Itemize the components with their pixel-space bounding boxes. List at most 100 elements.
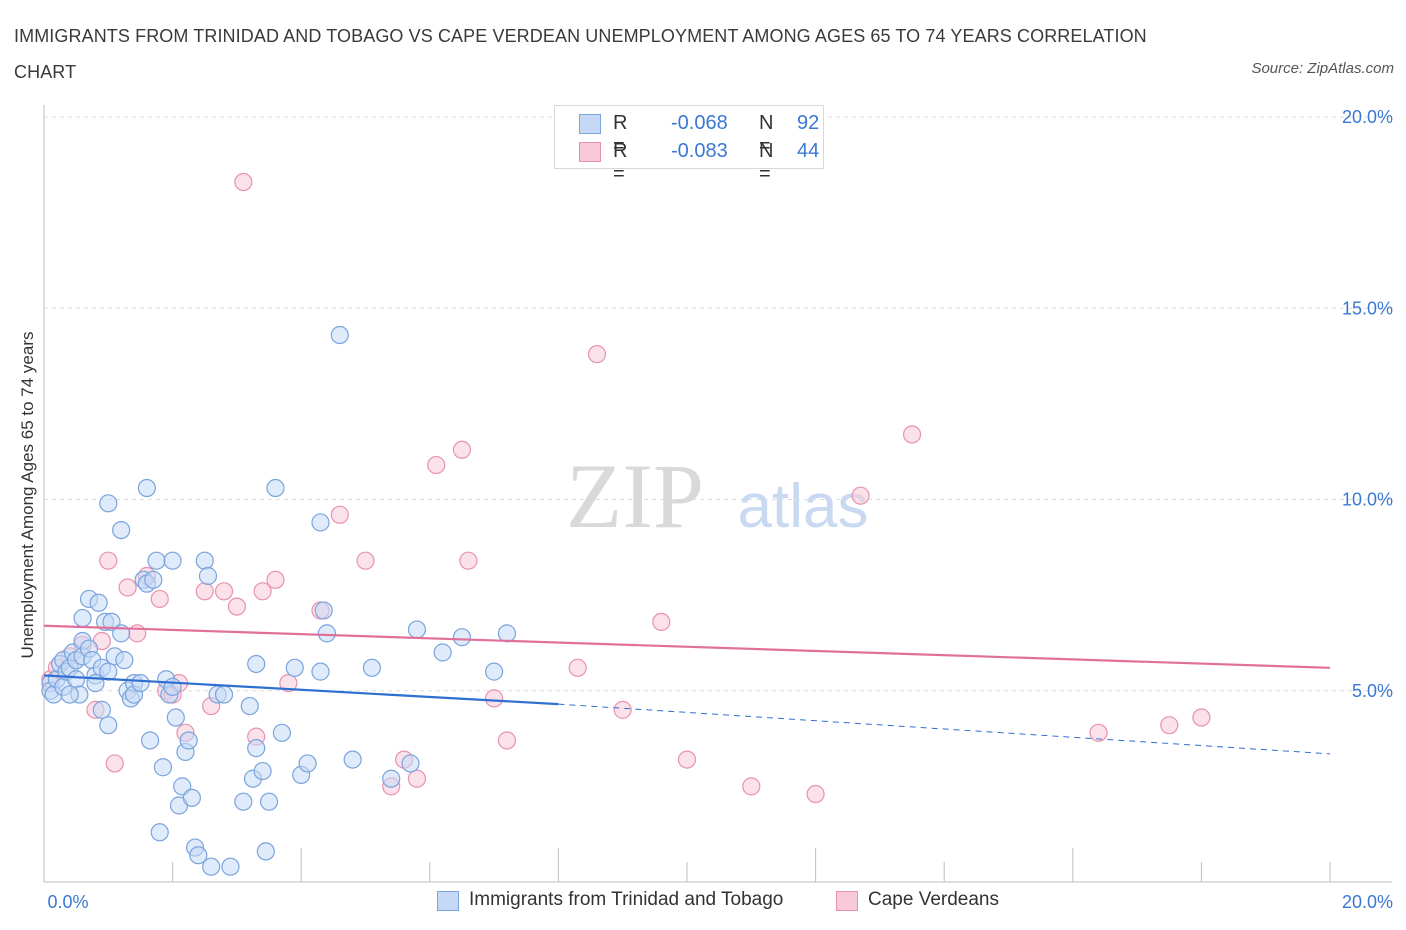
cape-verdean-point bbox=[452, 440, 472, 459]
cape-verdean-point bbox=[1192, 708, 1211, 727]
tick-label-layer: 5.0% 10.0% 15.0% 20.0% 0.0% 20.0% bbox=[47, 107, 1393, 912]
cape-verdean-point bbox=[497, 731, 517, 750]
trinidad-point bbox=[247, 739, 266, 758]
cape-verdean-point bbox=[459, 551, 478, 570]
trinidad-point bbox=[382, 769, 401, 788]
trinidad-point bbox=[298, 754, 317, 773]
trinidad-point bbox=[247, 654, 266, 674]
trinidad-point bbox=[314, 601, 333, 620]
watermark-atlas: atlas bbox=[738, 472, 869, 541]
n-label: N = bbox=[759, 140, 774, 185]
cape-verdean-point bbox=[99, 551, 118, 570]
points-layer bbox=[41, 172, 1211, 876]
grid-layer bbox=[44, 116, 1392, 692]
trinidad-point bbox=[240, 696, 259, 716]
trinidad-point bbox=[179, 731, 198, 750]
trinidad-point bbox=[253, 761, 272, 781]
trinidad-point bbox=[166, 708, 185, 727]
cape-verdean-point bbox=[613, 700, 632, 719]
cape-verdean-point bbox=[677, 750, 697, 769]
trinidad-point bbox=[140, 731, 160, 750]
trinidad-point bbox=[189, 846, 208, 865]
cape-verdean-point bbox=[195, 582, 214, 601]
trinidad-point bbox=[330, 325, 349, 345]
cape-verdean-point bbox=[587, 345, 607, 364]
trinidad-point bbox=[407, 620, 427, 639]
trinidad-point bbox=[214, 685, 234, 704]
y-tick-label: 15.0% bbox=[1342, 298, 1393, 318]
trinidad-point bbox=[195, 551, 214, 570]
blue-swatch bbox=[579, 114, 601, 134]
cape-verdean-point bbox=[105, 754, 124, 773]
trinidad-point bbox=[163, 677, 182, 697]
n-value: 44 bbox=[797, 140, 820, 162]
cape-verdean-point bbox=[227, 597, 246, 616]
cape-verdean-point bbox=[214, 582, 234, 601]
trend-layer bbox=[43, 624, 1331, 755]
y-tick-label: 10.0% bbox=[1342, 490, 1393, 510]
trinidad-point bbox=[163, 551, 182, 570]
cape-verdean-point bbox=[128, 624, 147, 643]
legend-label: Immigrants from Trinidad and Tobago bbox=[469, 889, 784, 910]
x-tick-label: 20.0% bbox=[1342, 892, 1393, 912]
x-tick-label: 0.0% bbox=[47, 892, 88, 912]
trinidad-point bbox=[144, 570, 163, 589]
trinidad-point bbox=[452, 628, 472, 647]
cape-verdean-point bbox=[902, 425, 922, 444]
chart-title: IMMIGRANTS FROM TRINIDAD AND TOBAGO VS C… bbox=[14, 26, 1147, 82]
trinidad-point bbox=[285, 658, 304, 677]
cape-verdean-point bbox=[652, 612, 671, 632]
trinidad-point bbox=[137, 478, 156, 498]
cape-verdean-point bbox=[330, 505, 349, 524]
trinidad-point bbox=[73, 608, 92, 628]
trinidad-point bbox=[89, 593, 108, 612]
r-label: R = bbox=[613, 112, 628, 157]
blue-legend-swatch bbox=[437, 891, 459, 911]
watermark-zip: ZIP bbox=[566, 445, 704, 547]
trinidad-point bbox=[311, 662, 330, 681]
cape-verdean-point bbox=[1089, 723, 1108, 742]
trinidad-point bbox=[256, 842, 275, 861]
trinidad-point bbox=[362, 658, 382, 677]
pink-swatch bbox=[579, 142, 601, 162]
y-axis-label: Unemployment Among Ages 65 to 74 years bbox=[18, 331, 37, 659]
trinidad-point bbox=[259, 792, 279, 811]
trinidad-trend-extension bbox=[558, 703, 1331, 755]
cape-verdean-point bbox=[485, 689, 504, 708]
cape-verdean-point bbox=[279, 673, 298, 693]
trinidad-point bbox=[272, 723, 292, 742]
trinidad-point bbox=[317, 624, 337, 643]
trinidad-point bbox=[198, 566, 218, 586]
cape-verdean-point bbox=[253, 582, 272, 601]
pink-legend-swatch bbox=[836, 891, 858, 911]
stats-legend: R = -0.068 N = 92 R = -0.083 N = 44 bbox=[554, 105, 824, 185]
trinidad-point bbox=[147, 551, 166, 570]
cape-verdean-point bbox=[150, 589, 169, 609]
cape-verdean-point bbox=[407, 769, 427, 788]
trinidad-point bbox=[60, 685, 79, 704]
trinidad-point bbox=[311, 513, 330, 532]
r-label: R = bbox=[613, 140, 628, 185]
trinidad-point bbox=[182, 788, 201, 807]
watermark: ZIP atlas bbox=[566, 445, 868, 547]
cape-verdean-point bbox=[851, 486, 870, 505]
trinidad-point bbox=[221, 857, 240, 876]
cape-verdean-point bbox=[118, 578, 137, 597]
cape-verdean-point bbox=[1160, 716, 1179, 735]
cape-verdean-point bbox=[742, 777, 761, 796]
r-value: -0.083 bbox=[671, 140, 728, 162]
trinidad-point bbox=[67, 670, 86, 689]
cape-verdean-trend-line bbox=[43, 624, 1331, 669]
cape-verdean-point bbox=[568, 658, 587, 677]
trinidad-point bbox=[150, 823, 169, 842]
trinidad-point bbox=[99, 494, 118, 513]
trinidad-point bbox=[92, 700, 111, 719]
trinidad-point bbox=[153, 758, 173, 777]
trinidad-point bbox=[343, 750, 362, 769]
legend-label: Cape Verdeans bbox=[868, 889, 999, 910]
cape-verdean-point bbox=[234, 172, 253, 192]
cape-verdean-point bbox=[266, 570, 285, 589]
cape-verdean-point bbox=[356, 551, 375, 570]
trinidad-point bbox=[485, 662, 504, 681]
